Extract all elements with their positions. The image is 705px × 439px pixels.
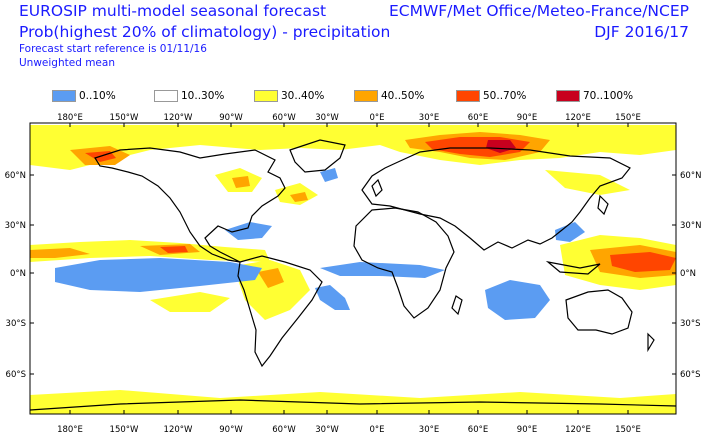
lat-label-left: 30°N — [5, 221, 26, 231]
lon-label-top: 30°W — [315, 113, 339, 123]
lon-label-top: 30°E — [419, 113, 439, 123]
legend-swatch — [456, 90, 480, 102]
coast-greenland — [289, 139, 346, 173]
shade-orange-samerica — [258, 268, 284, 288]
lon-label-top: 0°E — [369, 113, 384, 123]
lon-label-bottom: 0°E — [369, 425, 384, 435]
legend-swatch — [354, 90, 378, 102]
lon-label-top: 120°E — [565, 113, 591, 123]
shade-orange-canada — [232, 176, 250, 188]
lon-label-bottom: 180°E — [57, 425, 83, 435]
legend: 0..10% 10..30% 30..40% 40..50% 50..70% 7… — [52, 88, 692, 104]
shade-blue-gulf — [225, 222, 272, 240]
coast-new-zealand — [647, 332, 655, 353]
coast-indonesia — [545, 260, 601, 275]
forecast-start-reference: Forecast start reference is 01/11/16 — [19, 43, 207, 55]
legend-label: 50..70% — [483, 90, 527, 102]
legend-item-70-100: 70..100% — [556, 88, 633, 104]
lat-label-left: 60°S — [6, 370, 26, 380]
shade-yellow-asia — [545, 170, 630, 195]
lon-label-bottom: 120°W — [164, 425, 193, 435]
lat-label-left: 0°N — [10, 269, 26, 279]
lat-label-right: 60°N — [680, 171, 701, 181]
coast-madagascar — [451, 295, 463, 316]
legend-label: 70..100% — [583, 90, 634, 102]
top-longitude-labels: 180°E 150°W 120°W 90°W 60°W 30°W 0°E 30°… — [57, 113, 641, 123]
lat-label-left: 30°S — [6, 319, 26, 329]
lon-label-top: 180°E — [57, 113, 83, 123]
lon-label-top: 150°E — [615, 113, 641, 123]
centres-label: ECMWF/Met Office/Meteo-France/NCEP — [388, 2, 689, 20]
lon-label-top: 90°W — [219, 113, 243, 123]
lon-label-top: 90°E — [517, 113, 537, 123]
lon-label-top: 60°W — [272, 113, 296, 123]
shade-orange-npac-tropic — [30, 248, 90, 258]
coast-eurasia — [361, 147, 631, 251]
coast-australia — [565, 289, 633, 335]
lon-label-bottom: 150°E — [615, 425, 641, 435]
shade-yellow-spac — [150, 292, 230, 312]
legend-swatch — [254, 90, 278, 102]
shade-blue-philippines — [555, 222, 585, 242]
coast-north-america — [94, 147, 286, 263]
lon-label-bottom: 30°E — [419, 425, 439, 435]
lon-label-bottom: 60°E — [468, 425, 488, 435]
legend-item-50-70: 50..70% — [456, 88, 526, 104]
shade-dark-siberia — [486, 140, 516, 153]
lat-label-right: 60°S — [680, 370, 700, 380]
lon-label-top: 60°E — [468, 113, 488, 123]
season-label: DJF 2016/17 — [594, 23, 689, 41]
map-subtitle: Prob(highest 20% of climatology) - preci… — [19, 23, 391, 41]
left-latitude-labels: 60°N 30°N 0°N 30°S 60°S — [5, 171, 26, 380]
shade-yellow-southern-ocean — [30, 390, 676, 414]
lon-label-bottom: 90°E — [517, 425, 537, 435]
legend-item-10-30: 10..30% — [154, 88, 224, 104]
coast-uk — [371, 178, 383, 198]
coast-antarctica — [30, 399, 676, 411]
bottom-longitude-labels: 180°E 150°W 120°W 90°W 60°W 30°W 0°E 30°… — [57, 425, 641, 435]
coast-south-america — [237, 255, 323, 368]
lat-label-right: 30°N — [680, 221, 701, 231]
legend-item-30-40: 30..40% — [254, 88, 324, 104]
legend-label: 40..50% — [381, 90, 425, 102]
shade-blue-natlantic-small — [320, 168, 338, 182]
mean-type: Unweighted mean — [19, 57, 115, 69]
lon-label-top: 150°W — [110, 113, 139, 123]
right-latitude-labels: 60°N 30°N 0°N 30°S 60°S — [680, 171, 701, 380]
shade-blue-eq-pacific — [55, 258, 262, 292]
lat-label-right: 0°N — [680, 269, 696, 279]
legend-swatch — [52, 90, 76, 102]
lon-label-top: 120°W — [164, 113, 193, 123]
lon-label-bottom: 90°W — [219, 425, 243, 435]
legend-item-40-50: 40..50% — [354, 88, 424, 104]
legend-swatch — [556, 90, 580, 102]
lat-label-right: 30°S — [680, 319, 700, 329]
legend-label: 0..10% — [79, 90, 116, 102]
shade-blue-satlantic — [315, 285, 350, 310]
map-frame — [29, 122, 677, 415]
lon-label-bottom: 30°W — [315, 425, 339, 435]
lon-label-bottom: 60°W — [272, 425, 296, 435]
lat-label-left: 60°N — [5, 171, 26, 181]
lon-label-bottom: 120°E — [565, 425, 591, 435]
shade-yellow-arctic — [30, 125, 676, 170]
legend-swatch — [154, 90, 178, 102]
shade-red-wpac — [610, 252, 676, 272]
shade-yellow-npac-tropic — [30, 240, 270, 262]
tick-marks — [30, 123, 676, 414]
legend-label: 30..40% — [281, 90, 325, 102]
shade-blue-indian — [485, 280, 550, 320]
probability-shading — [30, 125, 676, 414]
lon-label-bottom: 150°W — [110, 425, 139, 435]
coast-japan — [597, 194, 609, 216]
coastlines — [30, 139, 676, 411]
legend-item-0-10: 0..10% — [52, 88, 116, 104]
legend-label: 10..30% — [181, 90, 225, 102]
shade-red-npac-tropic — [160, 246, 188, 253]
coast-africa — [353, 207, 455, 319]
map-title: EUROSIP multi-model seasonal forecast — [19, 2, 327, 20]
shade-orange-natlantic — [290, 192, 308, 202]
shade-blue-eq-atlantic — [320, 262, 445, 278]
